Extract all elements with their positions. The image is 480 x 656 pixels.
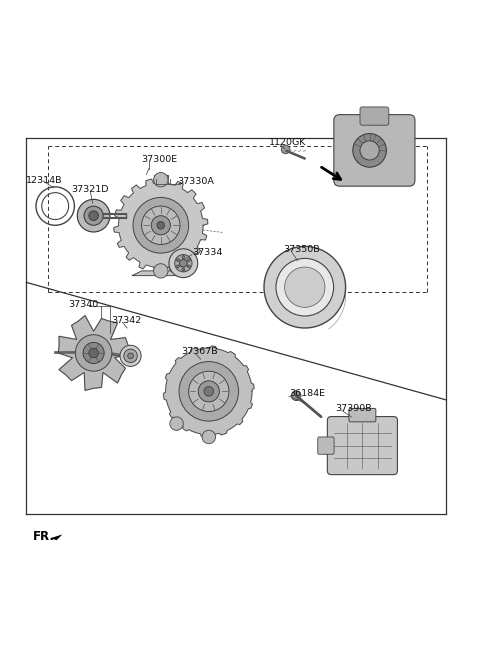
Circle shape <box>276 258 334 316</box>
Circle shape <box>180 259 187 267</box>
Circle shape <box>179 361 239 421</box>
Circle shape <box>83 342 104 363</box>
Circle shape <box>353 134 386 167</box>
Text: FR.: FR. <box>33 530 55 543</box>
Text: 37300E: 37300E <box>142 155 178 163</box>
Text: 37340: 37340 <box>68 300 98 310</box>
Text: 1120GK: 1120GK <box>269 138 306 147</box>
Circle shape <box>177 258 180 262</box>
Circle shape <box>77 199 110 232</box>
Circle shape <box>177 265 180 268</box>
Circle shape <box>175 255 192 272</box>
Circle shape <box>142 206 180 245</box>
Polygon shape <box>114 178 208 272</box>
Text: 36184E: 36184E <box>289 389 325 398</box>
Text: 37321D: 37321D <box>71 185 108 194</box>
Circle shape <box>170 417 183 430</box>
Circle shape <box>189 371 229 411</box>
FancyBboxPatch shape <box>327 417 397 475</box>
Circle shape <box>154 264 168 278</box>
Polygon shape <box>164 346 254 437</box>
Circle shape <box>84 206 103 225</box>
Circle shape <box>169 249 198 277</box>
Polygon shape <box>132 271 190 276</box>
Circle shape <box>182 256 185 258</box>
Circle shape <box>133 197 189 253</box>
Circle shape <box>89 211 98 220</box>
Circle shape <box>202 430 216 443</box>
Text: 12314B: 12314B <box>26 176 63 184</box>
Circle shape <box>157 222 165 229</box>
FancyBboxPatch shape <box>318 437 334 454</box>
Polygon shape <box>50 535 62 540</box>
Circle shape <box>281 145 290 154</box>
Circle shape <box>360 141 379 160</box>
Circle shape <box>291 391 301 400</box>
Circle shape <box>264 247 346 328</box>
FancyBboxPatch shape <box>334 115 415 186</box>
Circle shape <box>128 353 133 359</box>
Text: 37350B: 37350B <box>283 245 320 255</box>
Circle shape <box>198 380 219 402</box>
Circle shape <box>154 173 168 187</box>
Circle shape <box>182 268 185 271</box>
Circle shape <box>187 265 190 268</box>
Circle shape <box>120 345 141 367</box>
Text: 37334: 37334 <box>192 248 222 257</box>
Circle shape <box>75 335 112 371</box>
Polygon shape <box>154 175 168 182</box>
Circle shape <box>285 267 325 308</box>
Text: 37367B: 37367B <box>181 348 218 356</box>
Text: 37342: 37342 <box>111 316 142 325</box>
Circle shape <box>124 349 137 363</box>
Text: 37390B: 37390B <box>335 403 372 413</box>
Circle shape <box>187 258 190 262</box>
FancyBboxPatch shape <box>360 107 389 125</box>
Text: 37330A: 37330A <box>178 177 215 186</box>
Polygon shape <box>58 316 132 390</box>
Circle shape <box>204 386 214 396</box>
FancyBboxPatch shape <box>349 409 376 422</box>
Circle shape <box>151 216 170 235</box>
Circle shape <box>89 348 98 358</box>
